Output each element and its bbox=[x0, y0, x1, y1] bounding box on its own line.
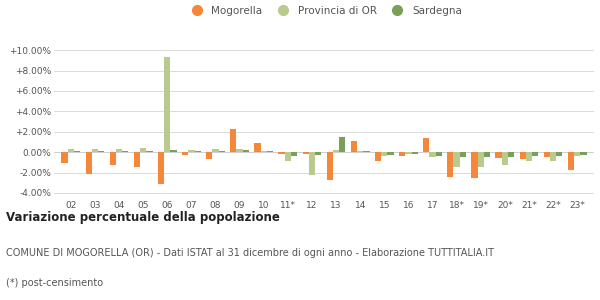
Bar bbox=[326, 152, 333, 180]
Bar bbox=[412, 152, 418, 154]
Bar bbox=[116, 148, 122, 152]
Bar bbox=[188, 150, 194, 152]
Bar bbox=[496, 152, 502, 158]
Bar bbox=[243, 150, 249, 152]
Bar bbox=[260, 151, 267, 152]
Bar bbox=[254, 143, 260, 152]
Bar bbox=[550, 152, 556, 161]
Bar bbox=[230, 129, 236, 152]
Bar bbox=[218, 151, 225, 152]
Bar bbox=[182, 152, 188, 155]
Bar bbox=[291, 152, 297, 156]
Bar bbox=[399, 152, 405, 156]
Bar bbox=[164, 57, 170, 152]
Bar bbox=[430, 152, 436, 157]
Bar bbox=[471, 152, 478, 178]
Bar bbox=[454, 152, 460, 167]
Bar bbox=[333, 150, 339, 152]
Bar bbox=[68, 149, 74, 152]
Bar bbox=[520, 152, 526, 159]
Bar bbox=[61, 152, 68, 163]
Bar bbox=[146, 151, 152, 152]
Bar bbox=[278, 152, 285, 154]
Bar bbox=[309, 152, 315, 175]
Bar bbox=[405, 152, 412, 154]
Bar bbox=[194, 151, 201, 152]
Bar bbox=[502, 152, 508, 165]
Bar bbox=[580, 152, 587, 155]
Bar bbox=[526, 152, 532, 161]
Bar bbox=[315, 152, 322, 155]
Bar bbox=[140, 148, 146, 152]
Bar bbox=[478, 152, 484, 167]
Bar bbox=[98, 151, 104, 152]
Bar bbox=[381, 152, 388, 156]
Bar bbox=[556, 152, 562, 156]
Bar bbox=[375, 152, 381, 161]
Bar bbox=[302, 152, 309, 154]
Bar bbox=[122, 151, 128, 152]
Bar bbox=[460, 152, 466, 157]
Bar bbox=[574, 152, 580, 156]
Bar bbox=[110, 152, 116, 165]
Bar bbox=[363, 151, 370, 152]
Bar bbox=[544, 152, 550, 157]
Bar bbox=[134, 152, 140, 167]
Bar bbox=[158, 152, 164, 184]
Bar bbox=[236, 149, 243, 152]
Text: COMUNE DI MOGORELLA (OR) - Dati ISTAT al 31 dicembre di ogni anno - Elaborazione: COMUNE DI MOGORELLA (OR) - Dati ISTAT al… bbox=[6, 248, 494, 257]
Bar bbox=[285, 152, 291, 161]
Bar bbox=[484, 152, 490, 157]
Bar bbox=[170, 150, 177, 152]
Bar bbox=[436, 152, 442, 156]
Bar bbox=[423, 138, 430, 152]
Bar bbox=[357, 151, 363, 152]
Bar bbox=[568, 152, 574, 170]
Bar bbox=[388, 152, 394, 155]
Bar bbox=[206, 152, 212, 159]
Bar bbox=[86, 152, 92, 173]
Bar bbox=[92, 149, 98, 152]
Bar bbox=[508, 152, 514, 157]
Bar bbox=[351, 141, 357, 152]
Text: (*) post-censimento: (*) post-censimento bbox=[6, 278, 103, 287]
Bar bbox=[532, 152, 538, 156]
Bar bbox=[74, 151, 80, 152]
Bar bbox=[267, 151, 273, 152]
Bar bbox=[212, 149, 218, 152]
Legend: Mogorella, Provincia di OR, Sardegna: Mogorella, Provincia di OR, Sardegna bbox=[184, 4, 464, 18]
Bar bbox=[339, 137, 346, 152]
Text: Variazione percentuale della popolazione: Variazione percentuale della popolazione bbox=[6, 212, 280, 224]
Bar bbox=[447, 152, 454, 177]
